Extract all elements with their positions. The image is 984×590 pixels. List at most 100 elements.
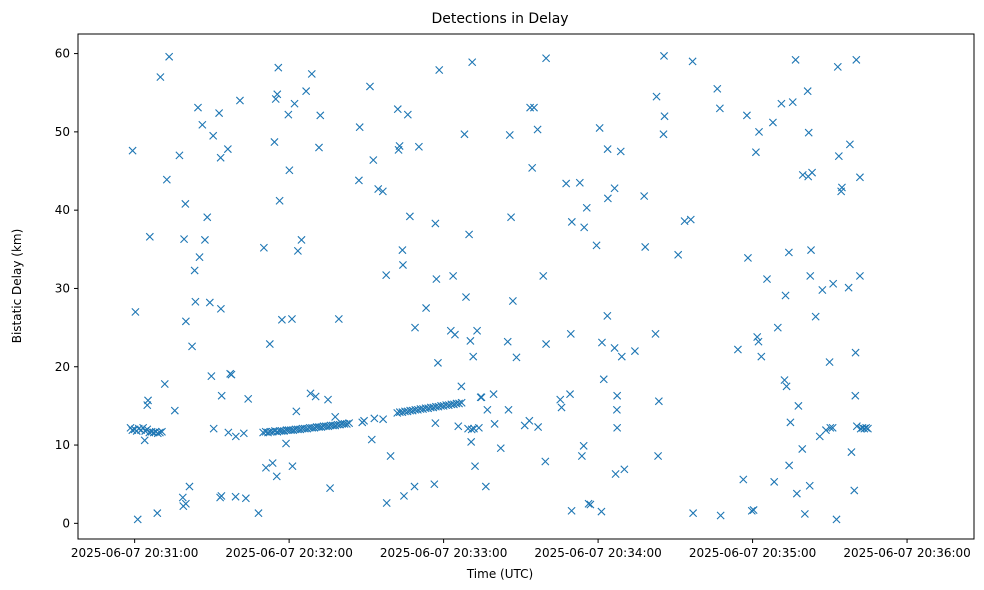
data-point-marker — [370, 414, 379, 423]
data-point-marker — [331, 412, 340, 421]
data-point-marker — [786, 418, 795, 427]
data-point-marker — [379, 415, 388, 424]
data-point-marker — [297, 235, 306, 244]
data-point-marker — [780, 376, 789, 385]
data-point-marker — [467, 425, 476, 434]
data-point-marker — [432, 275, 441, 284]
data-point-marker — [393, 105, 402, 114]
data-point-marker — [788, 98, 797, 107]
data-point-marker — [768, 118, 777, 127]
data-point-marker — [770, 477, 779, 486]
data-point-marker — [205, 298, 214, 307]
data-point-marker — [808, 168, 817, 177]
data-point-marker — [265, 340, 274, 349]
data-point-marker — [175, 151, 184, 160]
data-point-marker — [271, 94, 280, 103]
data-point-marker — [354, 176, 363, 185]
data-point-marker — [181, 199, 190, 208]
data-point-marker — [293, 246, 302, 255]
data-point-marker — [193, 103, 202, 112]
data-point-marker — [850, 486, 859, 495]
data-point-marker — [275, 196, 284, 205]
data-point-marker — [754, 337, 763, 346]
data-point-marker — [431, 219, 440, 228]
data-point-marker — [784, 248, 793, 257]
data-point-marker — [834, 152, 843, 161]
plot-frame — [77, 33, 975, 540]
data-point-marker — [757, 352, 766, 361]
data-point-marker — [542, 340, 551, 349]
data-point-marker — [755, 127, 764, 136]
data-point-marker — [611, 470, 620, 479]
data-point-marker — [224, 428, 233, 437]
y-tick-label: 50 — [55, 125, 70, 139]
data-point-marker — [165, 52, 174, 61]
data-point-marker — [435, 66, 444, 75]
data-point-marker — [582, 203, 591, 212]
data-point-marker — [851, 391, 860, 400]
data-point-marker — [659, 130, 668, 139]
data-point-marker — [254, 509, 263, 518]
x-tick-label: 2025-06-07 20:31:00 — [71, 546, 198, 560]
data-point-marker — [715, 104, 724, 113]
data-point-marker — [566, 390, 575, 399]
data-point-marker — [185, 482, 194, 491]
data-point-marker — [800, 509, 809, 518]
data-point-marker — [209, 424, 218, 433]
data-point-marker — [131, 307, 140, 316]
data-point-marker — [763, 275, 771, 284]
data-point-marker — [733, 345, 742, 354]
data-point-marker — [742, 111, 751, 120]
data-point-marker — [360, 416, 369, 425]
data-point-marker — [713, 84, 722, 93]
data-point-marker — [507, 213, 516, 222]
data-point-marker — [815, 432, 824, 441]
x-tick-label: 2025-06-07 20:36:00 — [843, 546, 970, 560]
data-point-marker — [777, 99, 786, 108]
data-point-marker — [556, 395, 565, 404]
data-point-marker — [806, 271, 815, 280]
data-point-marker — [743, 253, 752, 262]
data-point-marker — [640, 192, 649, 201]
data-point-marker — [342, 419, 351, 428]
y-tick-label: 0 — [62, 516, 70, 530]
data-point-marker — [586, 500, 595, 509]
data-point-marker — [577, 452, 586, 460]
data-point-marker — [223, 145, 232, 154]
data-point-marker — [311, 392, 320, 401]
data-point-marker — [133, 515, 142, 524]
data-point-marker — [567, 217, 576, 226]
data-point-marker — [403, 110, 412, 119]
data-point-marker — [465, 230, 474, 239]
data-point-marker — [195, 253, 204, 262]
data-point-marker — [430, 480, 439, 489]
data-point-marker — [610, 184, 619, 193]
data-point-marker — [660, 112, 669, 121]
data-point-marker — [290, 99, 299, 108]
data-point-marker — [191, 297, 200, 306]
data-point-marker — [592, 241, 601, 250]
data-point-marker — [603, 145, 612, 154]
data-point-marker — [462, 293, 470, 302]
data-point-marker — [235, 96, 244, 105]
data-point-marker — [579, 441, 588, 450]
data-point-marker — [792, 489, 801, 498]
data-point-marker — [410, 482, 419, 491]
data-point-marker — [753, 333, 762, 341]
data-point-marker — [807, 246, 816, 255]
data-point-marker — [259, 243, 268, 252]
data-point-marker — [533, 125, 542, 134]
data-point-marker — [686, 215, 695, 224]
y-tick-label: 10 — [55, 438, 70, 452]
data-point-marker — [616, 147, 625, 156]
data-point-marker — [128, 146, 137, 155]
x-axis-ticks: 2025-06-07 20:31:00 2025-06-07 20:32:00 20… — [71, 539, 971, 560]
data-point-marker — [847, 448, 856, 457]
data-point-marker — [162, 175, 171, 184]
data-point-marker — [450, 330, 459, 339]
data-point-marker — [562, 179, 571, 188]
data-point-marker — [844, 283, 853, 292]
data-point-marker — [630, 347, 639, 356]
data-point-marker — [505, 131, 514, 139]
data-point-marker — [483, 405, 492, 414]
